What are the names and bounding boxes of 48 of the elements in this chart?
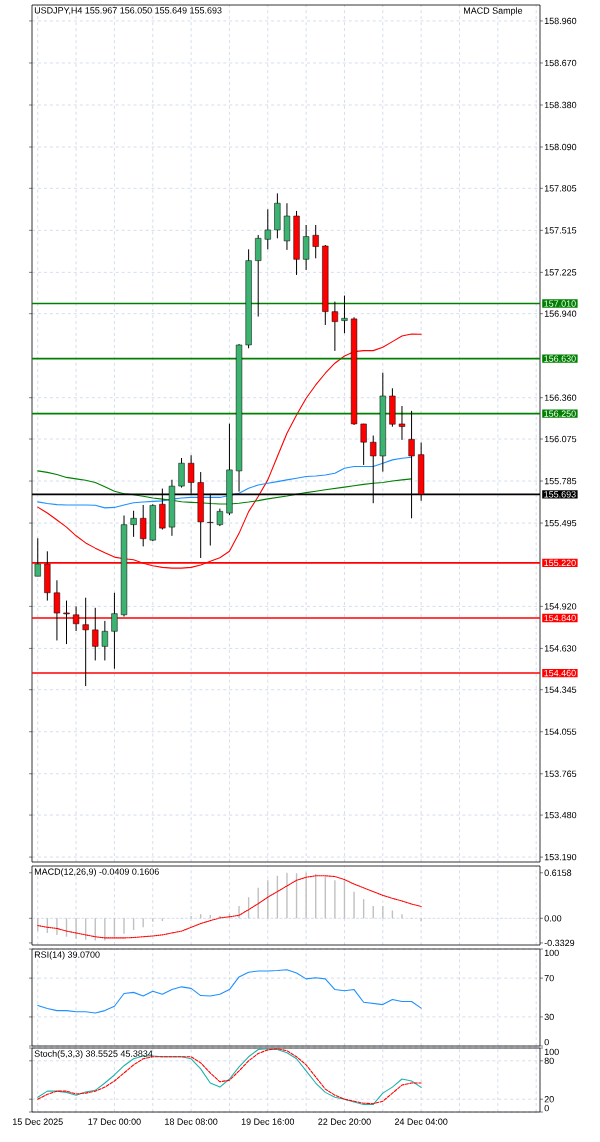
ref-line-label: 156.250 — [544, 410, 576, 417]
chart-title: MACD(12,26,9) -0.0409 0.1606 — [34, 868, 159, 877]
y-tick-label: 153.765 — [544, 770, 577, 777]
y-tick-label: 157.805 — [544, 185, 577, 192]
y-tick-label: 158.960 — [544, 17, 577, 25]
y-tick-label: 158.380 — [544, 101, 577, 109]
y-tick-label: 0 — [544, 1104, 549, 1112]
y-tick-label: 156.360 — [544, 394, 577, 401]
chart-title: Stoch(5,3,3) 38.5525 45.3834 — [34, 1050, 153, 1059]
y-tick-label: 153.480 — [544, 811, 577, 819]
y-tick-label: 155.785 — [544, 477, 577, 485]
y-tick-label: 100 — [544, 1048, 559, 1056]
x-tick-label: 17 Dec 00:00 — [88, 1118, 141, 1125]
y-tick-label: 80 — [544, 1057, 554, 1064]
y-tick-label: 155.495 — [544, 519, 577, 527]
text: MACD Sample — [464, 7, 523, 16]
y-tick-label: 154.630 — [544, 645, 577, 652]
y-tick-label: 157.225 — [544, 269, 577, 276]
y-tick-label: 154.055 — [544, 728, 577, 735]
ref-line-label: 156.630 — [544, 355, 576, 362]
y-tick-label: 157.515 — [544, 227, 577, 234]
y-tick-label: 158.090 — [544, 143, 577, 151]
y-tick-label: 0 — [544, 1038, 549, 1046]
ref-line-label: 157.010 — [544, 300, 576, 307]
x-tick-label: 15 Dec 2025 — [13, 1118, 63, 1125]
x-tick-label: 18 Dec 08:00 — [165, 1118, 218, 1125]
y-tick-label: 154.920 — [544, 603, 577, 610]
x-tick-label: 24 Dec 04:00 — [394, 1118, 448, 1125]
y-tick-label: 154.345 — [544, 686, 577, 693]
ref-line-label: 155.693 — [544, 491, 576, 498]
y-tick-label: 0.00 — [544, 915, 562, 922]
y-tick-label: 30 — [544, 1013, 554, 1021]
y-tick-label: 158.670 — [544, 59, 577, 67]
chart-title: RSI(14) 39.0700 — [34, 951, 100, 960]
y-tick-label: 0.6158 — [544, 869, 572, 876]
y-tick-label: 153.190 — [544, 853, 577, 861]
ref-line-label: 155.220 — [544, 559, 576, 567]
y-tick-label: 100 — [544, 949, 559, 957]
x-tick-label: 19 Dec 16:00 — [241, 1118, 295, 1125]
y-tick-label: 70 — [544, 974, 554, 982]
ref-line-label: 154.840 — [544, 614, 576, 622]
y-tick-label: 156.075 — [544, 435, 577, 443]
y-tick-label: -0.3329 — [544, 939, 575, 947]
x-tick-label: 22 Dec 20:00 — [318, 1118, 371, 1125]
y-tick-label: 156.940 — [544, 310, 577, 317]
y-tick-label: 20 — [544, 1096, 554, 1103]
ref-line-label: 154.460 — [544, 669, 576, 677]
chart-title: USDJPY,H4 155.967 156.050 155.649 155.693 — [34, 7, 222, 15]
